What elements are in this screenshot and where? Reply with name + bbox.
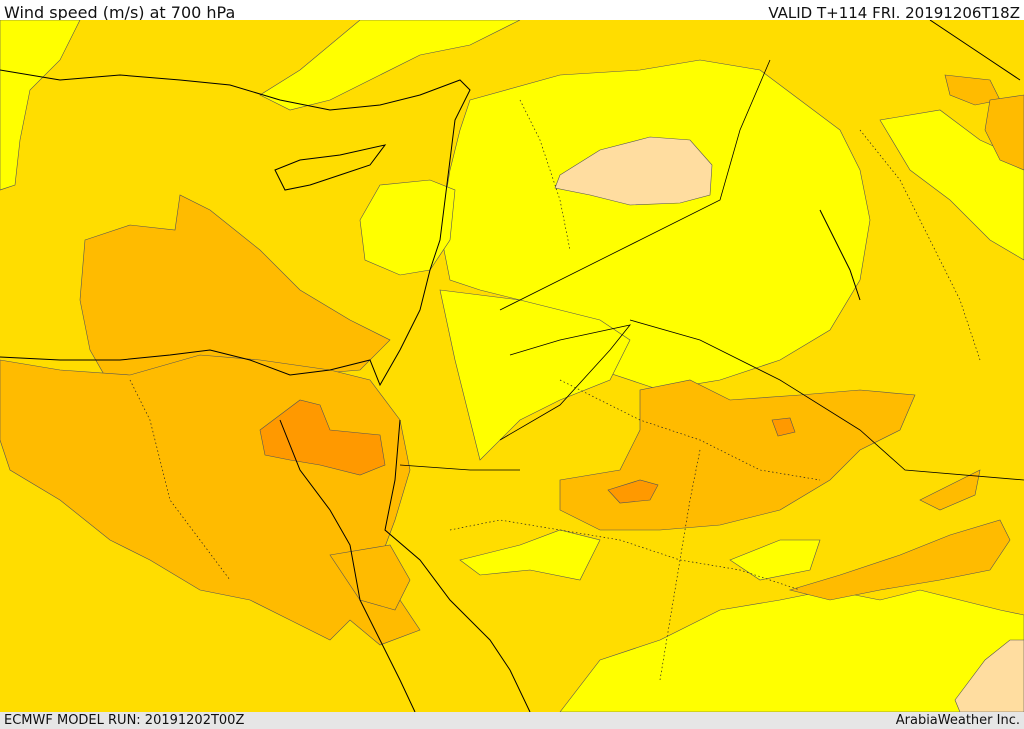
model-run-label: ECMWF MODEL RUN: 20191202T00Z (4, 713, 245, 728)
dotted-boundary-a (559, 379, 821, 481)
band-high-gulf (788, 519, 1011, 601)
coast-caspian (929, 20, 1021, 81)
borders (399, 59, 1024, 481)
band-higher-arabia-a (607, 479, 659, 504)
band-high-yemen (329, 544, 411, 611)
dotted-boundary-c (659, 449, 701, 681)
coast-levant (0, 159, 451, 387)
dotted-boundary-e (449, 519, 801, 591)
coast-red-sea-west (279, 419, 416, 712)
footer-bar (0, 712, 1024, 729)
band-low-saudi-south (459, 529, 601, 581)
header-bar: Wind speed (m/s) at 700 hPa VALID T+114 … (0, 0, 1024, 22)
band-higher-arabia-b (771, 417, 796, 437)
border-jordan-saudi (499, 324, 632, 441)
band-low-jordan (439, 289, 631, 461)
coastlines (0, 20, 1021, 712)
credit-label: ArabiaWeather Inc. (895, 713, 1020, 728)
wind-map[interactable] (0, 20, 1024, 712)
map-title: Wind speed (m/s) at 700 hPa (4, 3, 236, 22)
coast-cyprus (274, 144, 387, 191)
border-egypt-sinai (399, 464, 520, 471)
band-high-east-edge (984, 94, 1024, 171)
coast-gulf-north (819, 209, 861, 301)
band-peach-iraq (554, 136, 713, 206)
band-peach-southeast (954, 639, 1024, 712)
band-low-east-edge (879, 109, 1024, 261)
border-iraq-saudi (629, 319, 1024, 481)
dotted-boundary-f (519, 99, 571, 251)
band-low-top-left (0, 20, 81, 191)
valid-time: VALID T+114 FRI. 20191206T18Z (768, 4, 1020, 22)
band-low-arabia-mid (729, 539, 821, 581)
coast-turkey-south (0, 69, 471, 161)
band-low-southeast (559, 589, 1024, 712)
band-higher-sinai (259, 399, 386, 476)
band-high-iran (919, 469, 981, 511)
band-high-northeast (944, 74, 1001, 106)
coast-red-sea-east (384, 419, 531, 712)
dotted-boundary-b (129, 379, 231, 581)
border-syria-iraq (499, 59, 771, 311)
internal-boundaries (129, 99, 981, 681)
band-low-north (259, 20, 521, 111)
wind-map-svg (0, 20, 1024, 712)
